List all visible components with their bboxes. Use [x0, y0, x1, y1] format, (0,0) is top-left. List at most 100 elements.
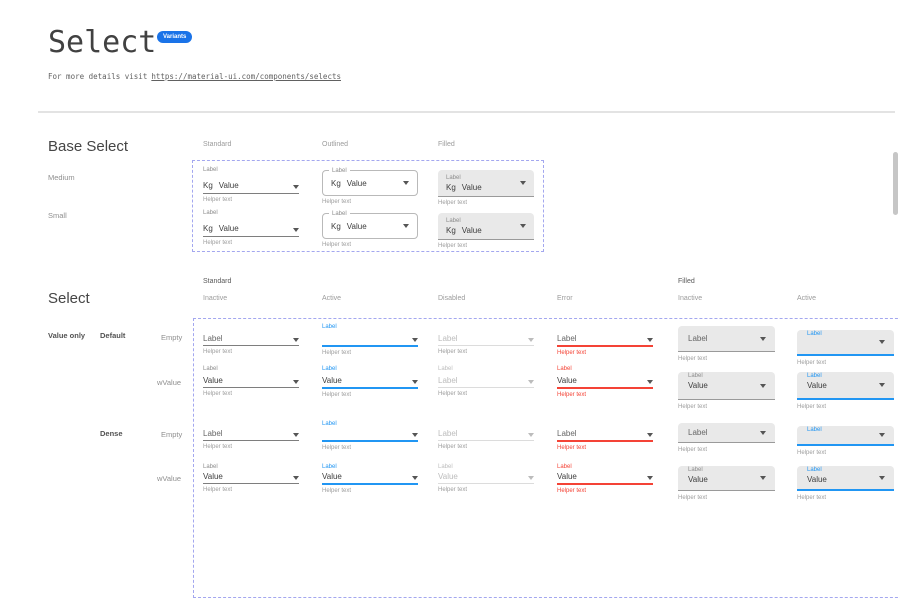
helper-text: Helper text [322, 350, 352, 356]
dropdown-arrow-icon [647, 380, 653, 384]
select-placeholder: Label [203, 429, 223, 438]
select-label: Label [322, 421, 337, 427]
helper-text: Helper text [203, 391, 233, 397]
select-value: Value [322, 472, 342, 481]
select-label: Label [329, 167, 350, 175]
select-standard-active-empty[interactable]: Label Helper text [322, 323, 418, 357]
base-select-standard-small[interactable]: Label Kg Value Helper text [203, 209, 299, 247]
section-divider [38, 111, 895, 113]
subtitle-text: For more details visit [48, 72, 148, 81]
adornment: Kg [446, 226, 456, 235]
select-value: Value [203, 472, 223, 481]
adornment: Kg [203, 181, 213, 190]
select-standard-inactive-empty[interactable]: Label Helper text [203, 323, 299, 356]
select-filled-active-wvalue[interactable]: Label Value Helper text [797, 368, 894, 411]
dropdown-arrow-icon [528, 476, 534, 480]
helper-text: Helper text [203, 444, 233, 450]
select-standard-active-empty-dense[interactable]: Label Helper text [322, 420, 418, 452]
select-filled-active-empty-dense[interactable]: Label Helper text [797, 423, 894, 457]
value-text: Value [461, 226, 482, 235]
helper-text: Helper text [438, 349, 468, 355]
helper-text: Helper text [797, 404, 827, 410]
material-ui-link[interactable]: https://material-ui.com/components/selec… [151, 72, 341, 81]
underline [438, 387, 534, 388]
label-slot [203, 420, 299, 428]
underline [203, 193, 299, 194]
row-header-wvalue: wValue [157, 474, 182, 483]
row-header-empty: Empty [161, 430, 183, 439]
base-select-outlined-medium[interactable]: Label Kg Value Helper text [322, 166, 418, 206]
helper-text: Helper text [322, 199, 352, 205]
filled-box: Label Kg Value [438, 170, 534, 197]
underline [203, 483, 299, 484]
underline [322, 387, 418, 389]
helper-text: Helper text [203, 197, 233, 203]
page-title: Select [48, 25, 157, 60]
select-placeholder: Label [203, 334, 223, 343]
select-label: Label [203, 366, 218, 372]
base-select-filled-medium[interactable]: Label Kg Value Helper text [438, 166, 534, 207]
select-standard-disabled-empty: Label Helper text [438, 323, 534, 356]
select-standard-error-empty-dense[interactable]: Label Helper text [557, 420, 653, 452]
select-placeholder: Label [688, 334, 708, 343]
row-header-value-only: Value only [48, 331, 86, 340]
select-standard-active-wvalue[interactable]: Label Value Helper text [322, 365, 418, 399]
select-standard-inactive-wvalue-dense[interactable]: Label Value Helper text [203, 463, 299, 494]
select-filled-active-empty[interactable]: Label Helper text [797, 326, 894, 367]
select-standard-error-empty[interactable]: Label Helper text [557, 323, 653, 357]
dropdown-arrow-icon [520, 181, 526, 185]
column-header-outlined: Outlined [322, 141, 349, 148]
select-filled-inactive-wvalue-dense[interactable]: Label Value Helper text [678, 463, 775, 502]
base-select-filled-small[interactable]: Label Kg Value Helper text [438, 209, 534, 250]
select-filled-inactive-wvalue[interactable]: Label Value Helper text [678, 368, 775, 411]
select-value: Kg Value [203, 224, 239, 233]
select-standard-inactive-wvalue[interactable]: Label Value Helper text [203, 365, 299, 398]
helper-text: Helper text [322, 242, 352, 248]
subtitle: For more details visit https://material-u… [48, 72, 341, 81]
vertical-scrollbar[interactable] [893, 152, 898, 215]
filled-box: Label Value [678, 372, 775, 400]
helper-text: Helper text [557, 350, 587, 356]
value-text: Value [346, 178, 367, 188]
select-filled-inactive-empty[interactable]: Label Helper text [678, 326, 775, 363]
adornment: Kg [331, 178, 341, 188]
select-filled-active-wvalue-dense[interactable]: Label Value Helper text [797, 463, 894, 502]
select-label: Label [203, 464, 218, 470]
column-header-filled-inactive: Inactive [678, 295, 703, 302]
underline [203, 345, 299, 346]
helper-text: Helper text [322, 488, 352, 494]
value-text: Value [461, 183, 482, 192]
helper-text: Helper text [797, 495, 827, 501]
filled-box: Label [797, 330, 894, 356]
dropdown-arrow-icon [647, 476, 653, 480]
dropdown-arrow-icon [412, 338, 418, 342]
helper-text: Helper text [557, 445, 587, 451]
select-value: Value [438, 472, 458, 481]
value-text: Value [346, 221, 367, 231]
base-select-standard-medium[interactable]: Label Kg Value Helper text [203, 166, 299, 204]
select-standard-disabled-empty-dense: Label Helper text [438, 420, 534, 451]
label-slot [438, 323, 534, 331]
helper-text: Helper text [322, 445, 352, 451]
helper-text: Helper text [203, 487, 233, 493]
select-filled-inactive-empty-dense[interactable]: Label Helper text [678, 423, 775, 454]
select-label: Label [322, 366, 337, 372]
helper-text: Helper text [678, 447, 708, 453]
filled-box: Label Value [797, 466, 894, 491]
value-text: Value [218, 181, 239, 190]
base-select-outlined-small[interactable]: Label Kg Value Helper text [322, 209, 418, 249]
dropdown-arrow-icon [293, 476, 299, 480]
underline [557, 440, 653, 442]
select-standard-inactive-empty-dense[interactable]: Label Helper text [203, 420, 299, 451]
dropdown-arrow-icon [647, 433, 653, 437]
filled-box: Label Value [678, 466, 775, 491]
helper-text: Helper text [678, 495, 708, 501]
filled-box: Label Kg Value [438, 213, 534, 240]
select-standard-error-wvalue[interactable]: Label Value Helper text [557, 365, 653, 399]
select-value: Value [557, 376, 577, 385]
select-label: Label [688, 373, 703, 379]
select-standard-active-wvalue-dense[interactable]: Label Value Helper text [322, 463, 418, 495]
select-standard-error-wvalue-dense[interactable]: Label Value Helper text [557, 463, 653, 495]
dropdown-arrow-icon [760, 476, 766, 480]
select-label: Label [438, 366, 453, 372]
